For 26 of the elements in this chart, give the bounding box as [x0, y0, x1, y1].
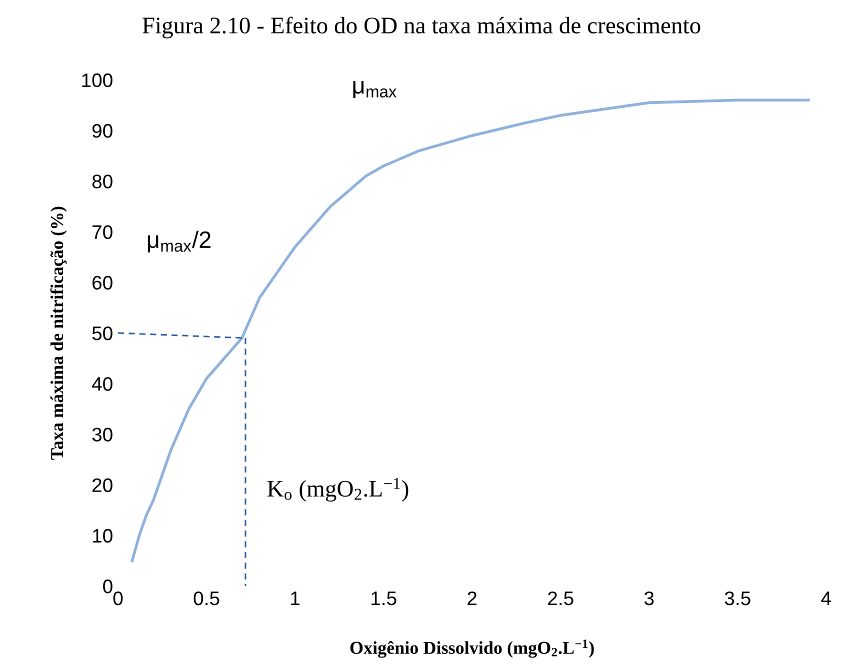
x-tick-label: 1 — [291, 592, 300, 606]
y-tick-label: 90 — [92, 124, 112, 138]
y-tick-label: 20 — [92, 478, 112, 492]
y-tick-label: 10 — [93, 528, 112, 543]
x-tick-label: 3.5 — [724, 591, 750, 606]
chart-title: Figura 2.10 - Efeito do OD na taxa máxima de crescimento — [142, 16, 700, 38]
x-tick-label: 1.5 — [372, 592, 396, 606]
x-axis-title: Oxigênio Dissolvido (mgO$_{2}$.L$^{−1}$) — [350, 640, 594, 658]
y-tick-label: 40 — [92, 377, 112, 391]
x-tick-label: 0 — [113, 591, 123, 606]
y-axis-title: Taxa máxima de nitrificação (%) — [50, 206, 67, 460]
x-tick-label: 3 — [644, 591, 654, 606]
x-tick-label: 2.5 — [548, 591, 574, 606]
y-tick-label: 0 — [103, 580, 112, 594]
y-tick-label: 50 — [92, 326, 112, 340]
y-tick-label: 60 — [92, 276, 112, 290]
x-tick-label: 0.5 — [194, 591, 220, 606]
annotation: μ$_{max}$ — [353, 81, 397, 98]
y-tick-label: 70 — [92, 225, 112, 240]
x-tick-label: 2 — [468, 591, 477, 606]
y-tick-label: 100 — [82, 73, 112, 88]
x-tick-label: 4 — [821, 592, 831, 606]
y-tick-label: 80 — [92, 174, 112, 188]
annotation: K$_{o}$ (mgO$_{2}$.L$^{−1}$) — [267, 478, 408, 502]
annotation: μ$_{max}$/2 — [148, 230, 211, 252]
y-tick-label: 30 — [92, 428, 112, 442]
